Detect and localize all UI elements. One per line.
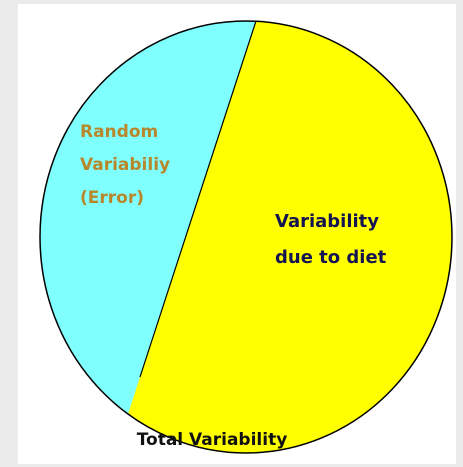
right-label-line: due to diet [275, 247, 387, 268]
right-label-line: Variability [275, 211, 379, 232]
divider [139, 20, 257, 378]
left-label-line: (Error) [80, 188, 144, 208]
left-label-line: Random [80, 122, 158, 142]
pie-outline [39, 20, 453, 454]
caption: Total Variability [137, 430, 288, 450]
left-label-line: Variabiliy [80, 155, 170, 175]
